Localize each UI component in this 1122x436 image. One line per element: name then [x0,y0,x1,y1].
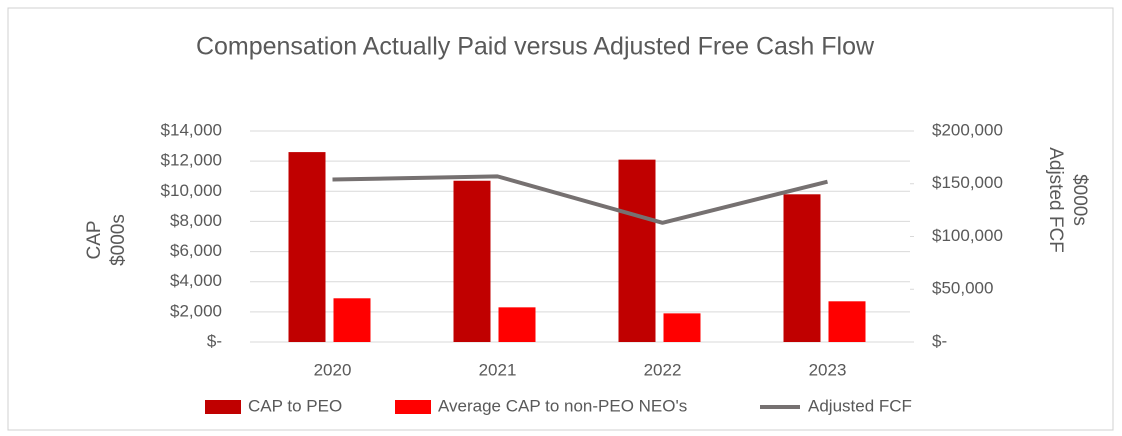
legend-swatch [205,400,241,414]
bar [828,301,866,342]
y-axis-title-line: CAP [84,220,105,259]
y-tick-label: $10,000 [161,181,222,200]
x-tick-label: 2023 [809,360,847,379]
chart-title: Compensation Actually Paid versus Adjust… [196,33,875,61]
y-tick-label: $12,000 [161,151,222,170]
line-series [332,174,828,225]
y-tick-label: $8,000 [170,211,222,230]
bar [663,313,701,342]
y2-axis-title: Adjsted FCF $000s [1045,147,1090,253]
legend-swatch [395,400,431,414]
y2-tick-label: $50,000 [932,279,993,298]
y-tick-label: $- [207,331,222,350]
bar [288,152,326,342]
y-tick-label: $4,000 [170,271,222,290]
bar [783,194,821,342]
bar [453,180,491,342]
chart-frame [7,7,1114,431]
x-tick-label: 2020 [314,360,352,379]
x-tick-label: 2022 [644,360,682,379]
legend-label: Adjusted FCF [808,396,912,415]
bar [498,307,536,342]
y2-axis-title-line: $000s [1069,174,1090,226]
bar [618,159,656,342]
y2-tick-label: $200,000 [932,120,1003,139]
y-tick-label: $2,000 [170,301,222,320]
y-axis-title-line: $000s [108,214,129,266]
y2-tick-label: $100,000 [932,226,1003,245]
y-axis-title: CAP $000s [84,214,129,266]
legend-label: CAP to PEO [248,396,342,415]
y2-tick-label: $150,000 [932,173,1003,192]
y2-axis-title-line: Adjsted FCF [1045,147,1066,253]
legend-label: Average CAP to non-PEO NEO's [438,396,687,415]
y-tick-label: $6,000 [170,241,222,260]
y2-tick-label: $- [932,331,947,350]
x-tick-label: 2021 [479,360,517,379]
bar [333,298,371,342]
y-tick-label: $14,000 [161,120,222,139]
